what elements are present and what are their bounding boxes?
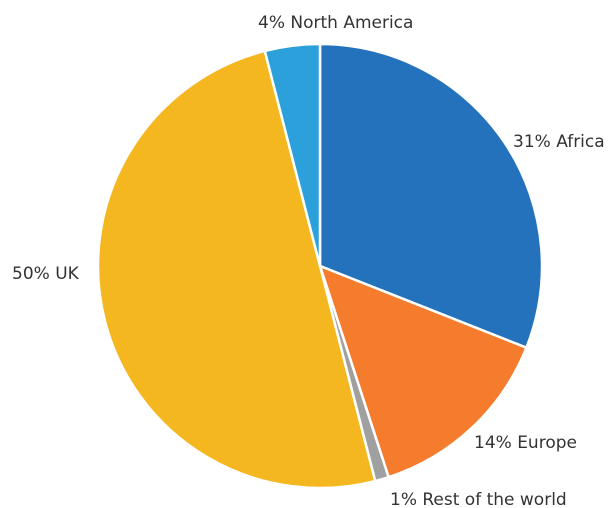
pie-slices bbox=[96, 42, 544, 490]
pie-labels: 31% Africa 14% Europe 1% Rest of the wor… bbox=[12, 13, 605, 508]
slice-label-uk: 50% UK bbox=[12, 264, 80, 284]
pie-slice-uk bbox=[96, 49, 377, 490]
pie-slice-africa bbox=[318, 42, 544, 349]
slice-label-europe: 14% Europe bbox=[474, 433, 577, 453]
slice-label-rest-of-the-world: 1% Rest of the world bbox=[390, 490, 567, 508]
slice-label-north-america: 4% North America bbox=[258, 13, 413, 33]
slice-label-africa: 31% Africa bbox=[513, 132, 605, 152]
pie-slice-north-america bbox=[263, 42, 322, 268]
